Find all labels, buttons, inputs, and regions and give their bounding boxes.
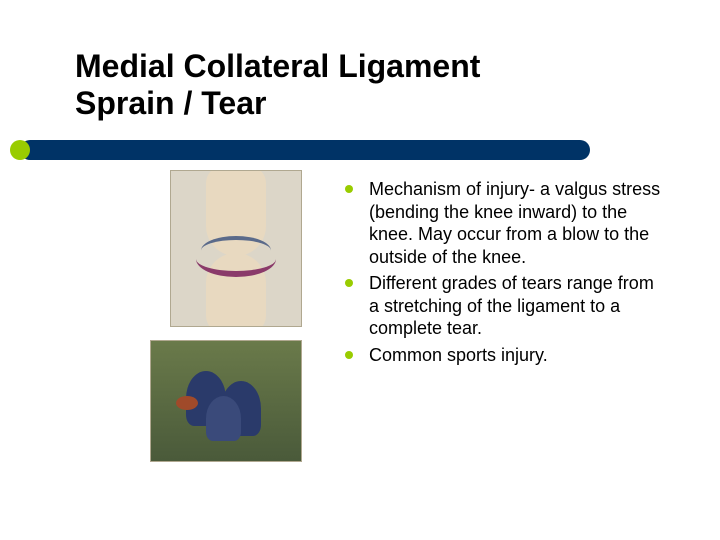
slide-title: Medial Collateral Ligament Sprain / Tear — [75, 48, 495, 122]
ball-shape — [176, 396, 198, 410]
list-item: Different grades of tears range from a s… — [345, 272, 665, 340]
bar-dot — [10, 140, 30, 160]
bullet-icon — [345, 279, 353, 287]
knee-anatomy-image — [170, 170, 302, 327]
bar-line — [20, 140, 590, 160]
bullet-icon — [345, 351, 353, 359]
bullet-text: Mechanism of injury- a valgus stress (be… — [369, 178, 665, 268]
list-item: Common sports injury. — [345, 344, 665, 367]
bullet-text: Common sports injury. — [369, 344, 548, 367]
slide: { "title": "Medial Collateral Ligament S… — [0, 0, 720, 540]
ligament-shape-2 — [201, 236, 271, 265]
rugby-tackle-image — [150, 340, 302, 462]
player-shape — [206, 396, 241, 441]
bullet-text: Different grades of tears range from a s… — [369, 272, 665, 340]
content-area: Mechanism of injury- a valgus stress (be… — [345, 178, 665, 370]
list-item: Mechanism of injury- a valgus stress (be… — [345, 178, 665, 268]
bullet-icon — [345, 185, 353, 193]
